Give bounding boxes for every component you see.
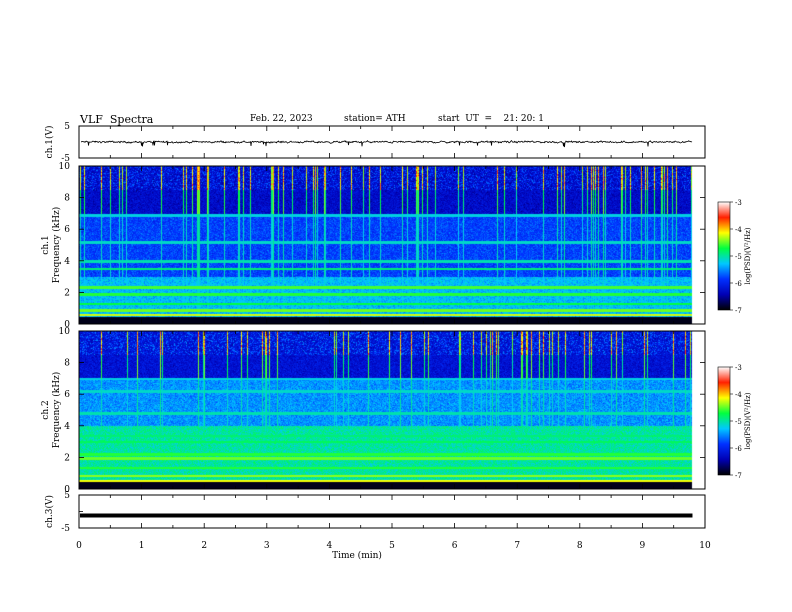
station-label: station= ATH xyxy=(344,114,406,124)
x-tick-label: 1 xyxy=(139,541,145,551)
chart-title: VLF Spectra xyxy=(80,113,154,126)
colorbar-tick-label: -3 xyxy=(735,199,742,207)
y-tick-label: 6 xyxy=(64,390,70,400)
colorbar-tick-label: -3 xyxy=(735,364,742,372)
ch1-spectrogram-heatmap xyxy=(79,166,705,324)
y-tick-label: 2 xyxy=(64,288,70,298)
ch1-waveform-line xyxy=(81,140,693,148)
ch2-spectrogram-ylabel-frequency: Frequency (kHz) xyxy=(51,372,62,449)
start-time-label: start UT = 21: 20: 1 xyxy=(438,114,544,124)
x-tick-label: 5 xyxy=(389,541,395,551)
colorbar-tick-label: -5 xyxy=(735,418,742,426)
ch1-spectrogram-colorbar-label: log(PSD)(V²/Hz) xyxy=(744,227,752,284)
ch2-spectrogram-colorbar xyxy=(717,366,731,476)
x-tick-label: 8 xyxy=(577,541,583,551)
ch1-spectrogram-colorbar xyxy=(717,201,731,311)
colorbar-tick-label: -4 xyxy=(735,391,742,399)
colorbar-tick-label: -7 xyxy=(735,307,742,315)
colorbar-tick-label: -7 xyxy=(735,472,742,480)
colorbar-tick-label: -5 xyxy=(735,253,742,261)
x-tick-label: 6 xyxy=(452,541,458,551)
x-tick-label: 0 xyxy=(76,541,82,551)
ch3-ylabel: ch.3(V) xyxy=(44,495,55,528)
y-tick-label: 8 xyxy=(64,359,70,369)
ch1-waveform-frame xyxy=(78,125,706,159)
ch2-spectrogram-colorbar-label: log(PSD)(V²/Hz) xyxy=(744,392,752,449)
ch2-spectrogram-ylabel-channel: ch.2 xyxy=(41,400,51,419)
x-tick-label: 9 xyxy=(640,541,646,551)
ch1-spectrogram-frame xyxy=(78,165,706,325)
y-tick-label: 4 xyxy=(64,257,70,267)
y-tick-label: 8 xyxy=(64,194,70,204)
x-tick-label: 3 xyxy=(264,541,270,551)
colorbar-tick-label: -6 xyxy=(735,280,742,288)
y-tick-label: 5 xyxy=(64,491,70,501)
y-tick-label: 6 xyxy=(64,225,70,235)
date-label: Feb. 22, 2023 xyxy=(250,114,313,124)
x-tick-label: 4 xyxy=(327,541,333,551)
x-tick-label: 2 xyxy=(201,541,207,551)
ch1-spectrogram-ylabel-frequency: Frequency (kHz) xyxy=(51,207,62,284)
y-tick-label: -5 xyxy=(61,154,70,164)
x-axis-label: Time (min) xyxy=(332,550,382,561)
y-tick-label: 10 xyxy=(59,327,71,337)
ch2-spectrogram-frame xyxy=(78,330,706,490)
y-tick-label: 4 xyxy=(64,422,70,432)
colorbar-tick-label: -6 xyxy=(735,445,742,453)
y-tick-label: 2 xyxy=(64,453,70,463)
colorbar-tick-label: -4 xyxy=(735,226,742,234)
ch1-spectrogram-ylabel-channel: ch.1 xyxy=(41,235,51,254)
y-tick-label: 0 xyxy=(64,485,70,495)
y-tick-label: 0 xyxy=(64,320,70,330)
x-tick-label: 10 xyxy=(699,541,711,551)
x-tick-label: 7 xyxy=(514,541,520,551)
y-tick-label: 10 xyxy=(59,162,71,172)
y-tick-label: -5 xyxy=(61,524,70,534)
y-tick-label: 5 xyxy=(64,122,70,132)
ch2-spectrogram-heatmap xyxy=(79,331,705,489)
ch1-ylabel: ch.1(V) xyxy=(44,126,55,159)
